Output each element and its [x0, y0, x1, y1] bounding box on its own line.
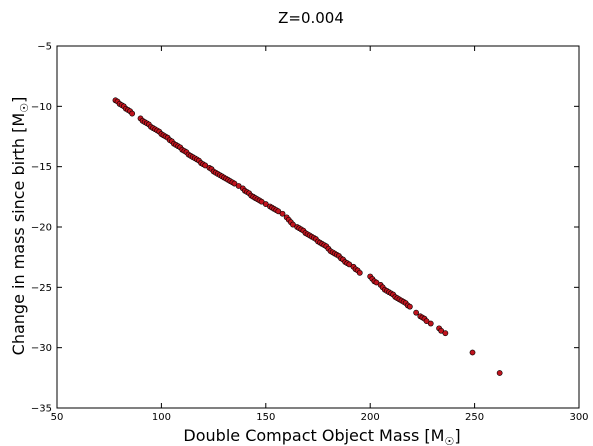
data-points: [112, 97, 503, 376]
axis-tick-labels: 50 100 150 200 250 300 −5 −10 −15 −20 −25 −30 −35: [31, 42, 589, 424]
y-axis-label: Change in mass since birth [M☉]: [9, 97, 31, 356]
x-tick-label: 300: [569, 412, 588, 423]
plot-area: [56, 45, 580, 409]
x-axis-label-unit: ☉: [444, 435, 454, 446]
chart-title: Z=0.004: [278, 9, 344, 27]
data-point: [469, 349, 476, 356]
y-tick-label: −30: [31, 343, 52, 354]
data-point: [279, 210, 286, 217]
x-axis-label-close: ]: [454, 426, 460, 445]
data-point: [406, 303, 413, 310]
x-tick-label: 50: [51, 412, 64, 423]
data-point: [442, 330, 449, 337]
data-point: [413, 309, 420, 316]
x-tick-label: 250: [465, 412, 484, 423]
x-tick-label: 150: [256, 412, 275, 423]
y-tick-label: −35: [31, 404, 52, 415]
x-axis-label-text: Double Compact Object Mass [M: [183, 426, 444, 445]
data-point: [496, 370, 503, 376]
y-tick-label: −10: [31, 102, 52, 113]
y-tick-label: −15: [31, 162, 52, 173]
y-tick-label: −25: [31, 283, 52, 294]
axis-ticks: [56, 45, 580, 409]
x-tick-label: 200: [361, 412, 380, 423]
y-axis-label-text: Change in mass since birth [M: [9, 113, 28, 356]
y-tick-label: −5: [37, 42, 52, 53]
y-axis-label-close: ]: [9, 97, 28, 103]
y-tick-label: −20: [31, 223, 52, 234]
x-axis-label: Double Compact Object Mass [M☉]: [183, 426, 460, 446]
data-point: [129, 110, 136, 117]
x-tick-label: 100: [152, 412, 171, 423]
data-point: [356, 269, 363, 276]
y-axis-label-unit: ☉: [18, 103, 31, 113]
data-point: [427, 320, 434, 327]
